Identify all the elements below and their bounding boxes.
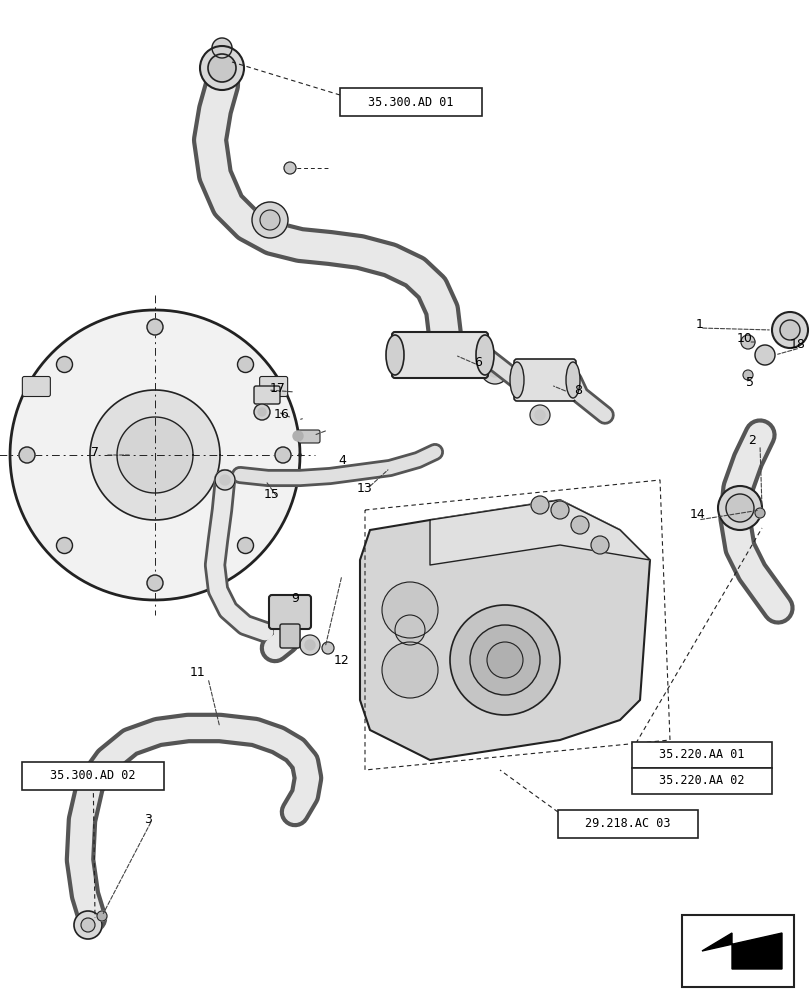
Circle shape: [74, 911, 102, 939]
Circle shape: [254, 404, 270, 420]
Text: 1: 1: [695, 318, 703, 332]
Text: 29.218.AC 03: 29.218.AC 03: [585, 817, 670, 830]
FancyBboxPatch shape: [298, 430, 320, 443]
Circle shape: [530, 405, 549, 425]
Circle shape: [717, 486, 761, 530]
Circle shape: [771, 312, 807, 348]
Text: 35.300.AD 02: 35.300.AD 02: [50, 769, 135, 782]
Circle shape: [147, 575, 163, 591]
Text: 9: 9: [290, 591, 298, 604]
Text: 12: 12: [333, 654, 350, 666]
Circle shape: [220, 475, 230, 485]
Circle shape: [470, 625, 539, 695]
Text: 10: 10: [736, 332, 752, 344]
Text: 7: 7: [91, 446, 99, 458]
Polygon shape: [10, 310, 299, 600]
Polygon shape: [702, 933, 781, 969]
Text: 4: 4: [337, 454, 345, 466]
Text: 14: 14: [689, 508, 705, 522]
Text: 15: 15: [264, 488, 280, 502]
Text: 18: 18: [789, 338, 805, 352]
Circle shape: [754, 345, 774, 365]
Circle shape: [147, 319, 163, 335]
Text: 35.220.AA 02: 35.220.AA 02: [659, 774, 744, 787]
Circle shape: [212, 38, 232, 58]
Ellipse shape: [565, 362, 579, 398]
FancyBboxPatch shape: [392, 332, 487, 378]
Circle shape: [299, 635, 320, 655]
Circle shape: [258, 408, 266, 416]
Circle shape: [293, 431, 303, 441]
Circle shape: [19, 447, 35, 463]
Circle shape: [534, 410, 544, 420]
Circle shape: [551, 501, 569, 519]
Circle shape: [480, 356, 508, 384]
Circle shape: [590, 536, 608, 554]
Ellipse shape: [385, 335, 404, 375]
Text: 35.220.AA 01: 35.220.AA 01: [659, 748, 744, 762]
Ellipse shape: [475, 335, 493, 375]
Circle shape: [449, 605, 560, 715]
Text: 16: 16: [274, 408, 290, 422]
Circle shape: [260, 210, 280, 230]
Circle shape: [570, 516, 588, 534]
Polygon shape: [90, 390, 220, 520]
Circle shape: [305, 640, 315, 650]
Circle shape: [57, 356, 72, 372]
Circle shape: [725, 494, 753, 522]
Text: 3: 3: [144, 813, 152, 826]
Polygon shape: [430, 500, 649, 565]
Polygon shape: [359, 500, 649, 760]
Circle shape: [81, 918, 95, 932]
Circle shape: [97, 911, 107, 921]
Circle shape: [284, 162, 296, 174]
FancyBboxPatch shape: [513, 359, 575, 401]
FancyBboxPatch shape: [268, 595, 311, 629]
Circle shape: [742, 370, 752, 380]
Text: 17: 17: [270, 381, 285, 394]
FancyBboxPatch shape: [254, 386, 280, 404]
FancyBboxPatch shape: [340, 88, 482, 116]
Circle shape: [740, 335, 754, 349]
FancyBboxPatch shape: [631, 768, 771, 794]
Circle shape: [487, 642, 522, 678]
Text: 6: 6: [474, 356, 482, 368]
Circle shape: [237, 356, 253, 372]
Circle shape: [381, 582, 437, 638]
FancyBboxPatch shape: [22, 762, 164, 790]
Ellipse shape: [509, 362, 523, 398]
Polygon shape: [117, 417, 193, 493]
Text: 35.300.AD 01: 35.300.AD 01: [368, 96, 453, 109]
Circle shape: [200, 46, 243, 90]
FancyBboxPatch shape: [681, 915, 793, 987]
Text: 5: 5: [745, 375, 753, 388]
Circle shape: [754, 508, 764, 518]
Circle shape: [275, 447, 290, 463]
Circle shape: [208, 54, 236, 82]
Circle shape: [394, 615, 424, 645]
Circle shape: [322, 642, 333, 654]
Text: 11: 11: [190, 666, 206, 678]
FancyBboxPatch shape: [557, 810, 697, 838]
Text: 8: 8: [573, 383, 581, 396]
Circle shape: [487, 363, 501, 377]
Text: 2: 2: [747, 434, 755, 446]
Text: 13: 13: [357, 482, 372, 494]
FancyBboxPatch shape: [260, 376, 287, 396]
Circle shape: [237, 538, 253, 554]
FancyBboxPatch shape: [631, 742, 771, 768]
Circle shape: [381, 642, 437, 698]
Circle shape: [530, 496, 548, 514]
FancyBboxPatch shape: [280, 624, 299, 648]
Circle shape: [215, 470, 234, 490]
Circle shape: [57, 538, 72, 554]
Circle shape: [251, 202, 288, 238]
Circle shape: [779, 320, 799, 340]
FancyBboxPatch shape: [23, 376, 50, 396]
